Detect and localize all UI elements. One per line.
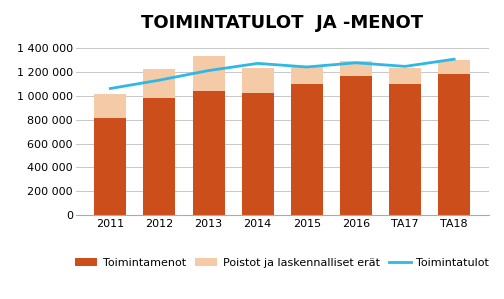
Bar [242, 93, 274, 215]
Bar [340, 61, 372, 76]
Toimintatulot [206, 69, 212, 72]
Bar [94, 94, 127, 118]
Line: Toimintatulot: Toimintatulot [110, 59, 454, 89]
Toimintatulot [304, 65, 310, 69]
Title: TOIMINTATULOT  JA -MENOT: TOIMINTATULOT JA -MENOT [141, 13, 423, 32]
Bar [389, 68, 421, 84]
Bar [193, 91, 225, 215]
Bar [94, 118, 127, 215]
Legend: Toimintamenot, Poistot ja laskennalliset erät, Toimintatulot: Toimintamenot, Poistot ja laskennalliset… [71, 253, 494, 272]
Toimintatulot [107, 87, 113, 90]
Bar [291, 84, 323, 215]
Bar [438, 74, 470, 215]
Bar [242, 68, 274, 93]
Bar [291, 67, 323, 84]
Toimintatulot [402, 65, 408, 68]
Toimintatulot [353, 61, 359, 65]
Toimintatulot [451, 57, 457, 61]
Toimintatulot [255, 62, 261, 65]
Bar [340, 76, 372, 215]
Bar [438, 60, 470, 74]
Bar [389, 84, 421, 215]
Bar [144, 69, 175, 98]
Toimintatulot [156, 78, 162, 82]
Bar [144, 98, 175, 215]
Bar [193, 56, 225, 91]
